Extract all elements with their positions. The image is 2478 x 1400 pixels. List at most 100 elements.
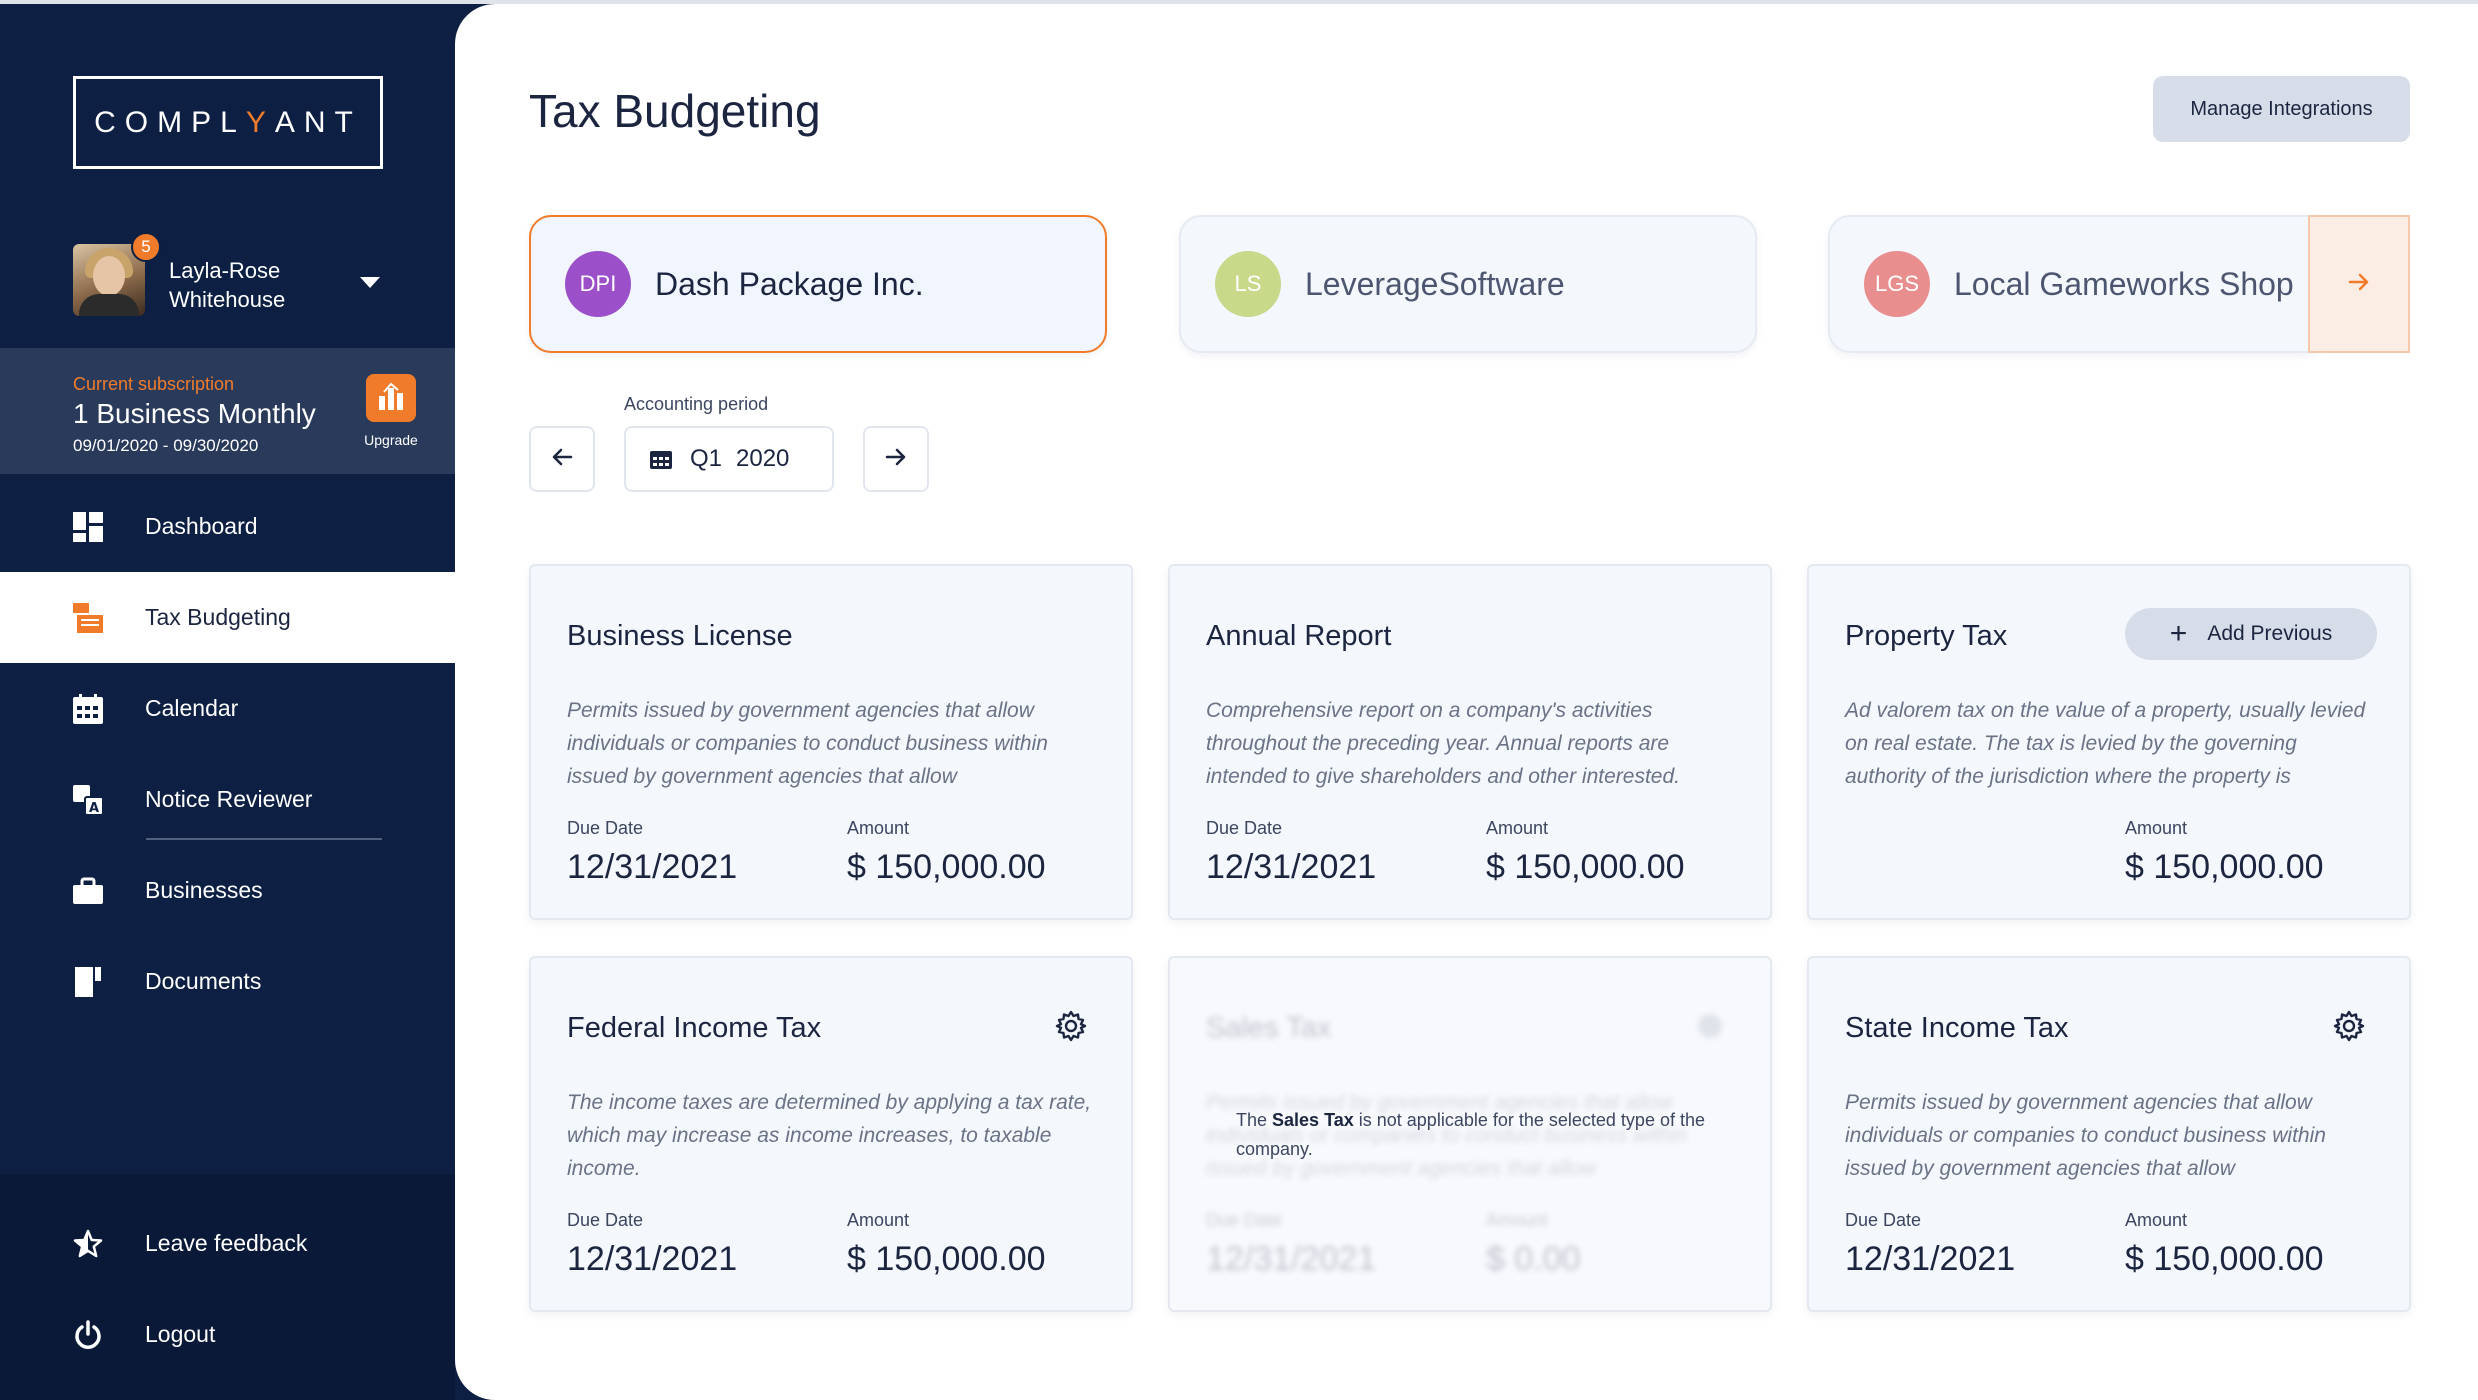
sidebar-item-label: Documents bbox=[145, 968, 262, 994]
subscription-panel: Current subscription 1 Business Monthly … bbox=[0, 348, 455, 474]
amount-value: $ 150,000.00 bbox=[847, 1240, 1046, 1278]
business-card-lgs[interactable]: LGS Local Gameworks Shop bbox=[1828, 215, 2328, 353]
amount-label: Amount bbox=[847, 1210, 910, 1230]
tax-card-business-license[interactable]: Business License Permits issued by gover… bbox=[529, 564, 1133, 920]
tax-card-federal-income-tax[interactable]: Federal Income Tax The income taxes are … bbox=[529, 956, 1133, 1312]
sidebar-item-label: Leave feedback bbox=[145, 1230, 308, 1256]
amount-value: $ 0.00 bbox=[1486, 1240, 1581, 1278]
amount-label: Amount bbox=[1486, 1210, 1549, 1230]
gear-icon[interactable] bbox=[2331, 1008, 2367, 1044]
business-card-dpi[interactable]: DPI Dash Package Inc. bbox=[529, 215, 1107, 353]
upgrade-icon[interactable] bbox=[366, 374, 416, 422]
due-date-value: 12/31/2021 bbox=[567, 848, 738, 886]
next-period-button[interactable] bbox=[863, 426, 929, 492]
brand-suffix: ANT bbox=[274, 105, 362, 139]
documents-icon bbox=[73, 966, 103, 997]
not-applicable-note: The Sales Tax is not applicable for the … bbox=[1236, 1110, 1705, 1159]
tax-description: The income taxes are determined by apply… bbox=[567, 1091, 1092, 1180]
tax-title: Federal Income Tax bbox=[567, 1012, 822, 1044]
amount-value: $ 150,000.00 bbox=[1486, 848, 1685, 886]
gear-icon bbox=[1692, 1008, 1728, 1044]
sidebar-item-tax-budgeting[interactable]: Tax Budgeting bbox=[0, 572, 455, 663]
tax-description: Permits issued by government agencies th… bbox=[1845, 1091, 2326, 1180]
sidebar-item-label: Businesses bbox=[145, 877, 263, 903]
gear-icon[interactable] bbox=[1053, 1008, 1089, 1044]
period-year: 2020 bbox=[736, 445, 790, 472]
sidebar-item-notice-reviewer[interactable]: A Notice Reviewer bbox=[0, 754, 455, 845]
business-avatar: DPI bbox=[565, 251, 631, 317]
business-avatar: LGS bbox=[1864, 251, 1930, 317]
calendar-icon bbox=[73, 693, 103, 724]
briefcase-icon bbox=[73, 876, 103, 906]
user-menu[interactable]: 5 Layla-Rose Whitehouse bbox=[73, 232, 393, 316]
notification-badge: 5 bbox=[131, 232, 161, 262]
add-previous-label: Add Previous bbox=[2207, 622, 2333, 645]
sidebar-footer bbox=[0, 1174, 455, 1400]
tax-title: Business License bbox=[567, 620, 793, 652]
business-name: Dash Package Inc. bbox=[655, 265, 924, 302]
tax-card-state-income-tax[interactable]: State Income Tax Permits issued by gover… bbox=[1807, 956, 2411, 1312]
add-previous-button[interactable]: + Add Previous bbox=[2125, 608, 2377, 660]
sidebar-item-businesses[interactable]: Businesses bbox=[0, 845, 455, 936]
amount-value: $ 150,000.00 bbox=[2125, 848, 2324, 886]
amount-value: $ 150,000.00 bbox=[847, 848, 1046, 886]
business-avatar: LS bbox=[1215, 251, 1281, 317]
nav-divider bbox=[146, 838, 382, 840]
accounting-period-label: Accounting period bbox=[624, 394, 769, 414]
logout-button[interactable]: Logout bbox=[0, 1289, 455, 1380]
tax-title: Sales Tax bbox=[1206, 1012, 1332, 1044]
previous-period-button[interactable] bbox=[529, 426, 595, 492]
tax-card-sales-tax: Sales Tax Permits issued by government a… bbox=[1168, 956, 1772, 1312]
next-business-button[interactable] bbox=[2308, 215, 2410, 353]
amount-label: Amount bbox=[1486, 818, 1549, 838]
tax-description: Permits issued by government agencies th… bbox=[567, 699, 1048, 788]
tax-description: Ad valorem tax on the value of a propert… bbox=[1845, 699, 2366, 788]
due-date-value: 12/31/2021 bbox=[567, 1240, 738, 1278]
calendar-icon bbox=[650, 449, 672, 469]
arrow-right-icon bbox=[885, 447, 907, 472]
upgrade-button[interactable]: Upgrade bbox=[364, 432, 418, 448]
due-date-value: 12/31/2021 bbox=[1845, 1240, 2016, 1278]
dashboard-icon bbox=[73, 511, 103, 542]
manage-integrations-button[interactable]: Manage Integrations bbox=[2153, 76, 2410, 142]
power-icon bbox=[73, 1319, 103, 1350]
arrow-left-icon bbox=[551, 447, 573, 472]
brand-prefix: COMPL bbox=[94, 105, 246, 139]
sidebar-item-calendar[interactable]: Calendar bbox=[0, 663, 455, 754]
tax-description: Comprehensive report on a company's acti… bbox=[1206, 699, 1680, 788]
brand-logo[interactable]: COMPL Y ANT bbox=[73, 76, 383, 169]
leave-feedback-button[interactable]: Leave feedback bbox=[0, 1198, 455, 1289]
arrow-right-icon bbox=[2348, 272, 2370, 297]
due-date-label: Due Date bbox=[1845, 1210, 1922, 1230]
tax-card-property-tax[interactable]: Property Tax + Add Previous Ad valorem t… bbox=[1807, 564, 2411, 920]
due-date-label: Due Date bbox=[1206, 818, 1283, 838]
translate-icon: A bbox=[73, 784, 103, 815]
star-icon bbox=[73, 1229, 103, 1259]
period-quarter: Q1 bbox=[690, 445, 723, 472]
subscription-label: Current subscription bbox=[73, 374, 235, 394]
main-panel: Tax Budgeting Manage Integrations DPI Da… bbox=[455, 4, 2478, 1400]
accounting-period-picker[interactable]: Q1 2020 bbox=[624, 426, 834, 492]
sidebar-item-dashboard[interactable]: Dashboard bbox=[0, 481, 455, 572]
sidebar-item-documents[interactable]: Documents bbox=[0, 936, 455, 1027]
sidebar-item-label: Dashboard bbox=[145, 513, 258, 539]
chevron-down-icon[interactable] bbox=[360, 277, 380, 288]
tax-card-annual-report[interactable]: Annual Report Comprehensive report on a … bbox=[1168, 564, 1772, 920]
tax-title: Property Tax bbox=[1845, 620, 2008, 652]
amount-label: Amount bbox=[2125, 818, 2188, 838]
due-date-value: 12/31/2021 bbox=[1206, 1240, 1377, 1278]
sidebar-item-label: Notice Reviewer bbox=[145, 786, 313, 812]
due-date-label: Due Date bbox=[567, 818, 644, 838]
tax-description: Permits issued by government agencies th… bbox=[1206, 1091, 1687, 1180]
sidebar-item-label: Calendar bbox=[145, 695, 239, 721]
svg-text:A: A bbox=[89, 801, 99, 815]
tax-title: Annual Report bbox=[1206, 620, 1392, 652]
tax-title: State Income Tax bbox=[1845, 1012, 2069, 1044]
amount-value: $ 150,000.00 bbox=[2125, 1240, 2324, 1278]
sidebar: COMPL Y ANT 5 Layla-Rose Whitehouse Curren… bbox=[0, 4, 455, 1400]
business-name: Local Gameworks Shop bbox=[1954, 265, 2294, 302]
amount-label: Amount bbox=[2125, 1210, 2188, 1230]
subscription-plan: 1 Business Monthly bbox=[73, 398, 316, 429]
business-card-ls[interactable]: LS LeverageSoftware bbox=[1179, 215, 1757, 353]
page-title: Tax Budgeting bbox=[529, 85, 821, 137]
